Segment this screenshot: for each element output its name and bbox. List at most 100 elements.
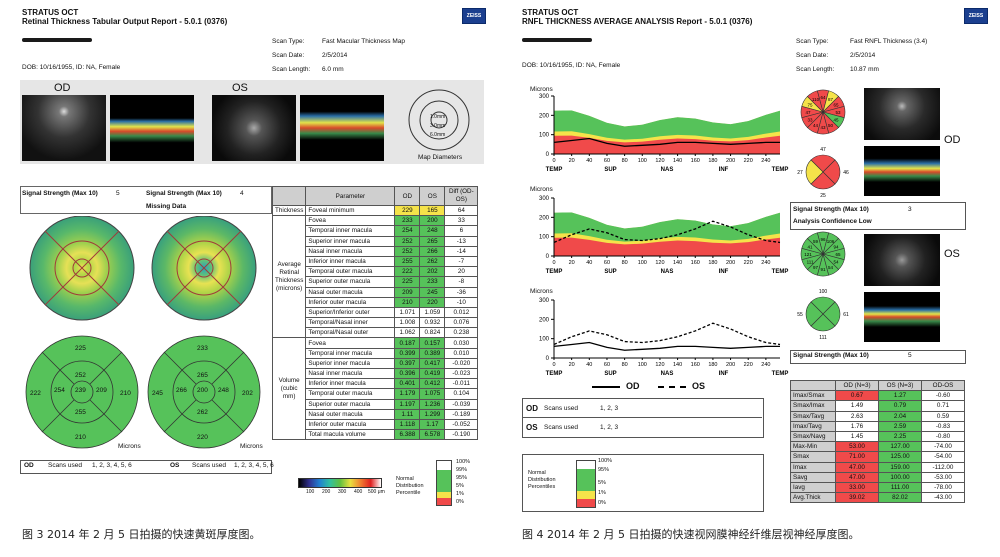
- os-cell: 1.17: [419, 418, 446, 431]
- od-clock-value: 110: [812, 97, 820, 102]
- scan-date-value: 2/5/2014: [322, 52, 348, 59]
- x-region-label: TEMP: [546, 269, 563, 275]
- diff-cell: -78.00: [921, 481, 965, 494]
- y-tick-label: 300: [539, 94, 550, 100]
- scan-length-value: 6.0 mm: [322, 66, 344, 73]
- x-tick-label: 100: [638, 362, 647, 368]
- param-cell: Savg: [790, 471, 836, 483]
- x-tick-label: 140: [673, 260, 682, 266]
- param-cell: Temporal/Nasal inner: [305, 317, 396, 329]
- y-tick-label: 0: [546, 152, 550, 158]
- param-cell: Imax/Smax: [790, 390, 836, 402]
- param-cell: Imax/Tavg: [790, 420, 836, 432]
- x-tick-label: 200: [726, 158, 735, 164]
- diff-cell: -0.011: [444, 378, 479, 390]
- scans-od-label: OD: [24, 462, 34, 469]
- scale-tick-300: 300: [338, 489, 347, 495]
- od-outer-inferior: 210: [75, 434, 86, 441]
- y-tick-label: 0: [546, 254, 550, 260]
- table-row: Thickness Foveal minimum 229 165 64: [271, 204, 479, 217]
- diff-cell: -14: [444, 245, 479, 257]
- x-tick-label: 180: [708, 158, 717, 164]
- os-cell: 159.00: [878, 461, 922, 473]
- x-tick-label: 220: [744, 260, 753, 266]
- od-cell: 252: [394, 235, 421, 247]
- os-clock-value: 94: [833, 245, 839, 250]
- r-pct-95: 95%: [598, 467, 610, 473]
- os-inner-inferior: 262: [197, 409, 208, 416]
- table-row: Avg.Thick 39.02 82.02 -43.00: [790, 492, 965, 504]
- od-cell: 39.02: [835, 492, 879, 504]
- x-region-label: INF: [719, 371, 729, 377]
- od-outer-temporal: 222: [30, 390, 41, 397]
- od-inner-superior: 252: [75, 372, 86, 379]
- od-cell: 6.388: [394, 429, 421, 441]
- diff-cell: -7: [444, 255, 479, 268]
- param-cell: Superior inner macula: [305, 235, 396, 247]
- chart1-microns: Microns: [530, 86, 553, 93]
- r-pct-100: 100%: [598, 458, 613, 464]
- x-region-label: SUP: [604, 167, 616, 173]
- od-inner-inferior: 255: [75, 409, 86, 416]
- od-inner-nasal: 209: [96, 387, 107, 394]
- table-row: Total macula volume 6.388 6.578 -0.190: [273, 429, 479, 441]
- od-quad-value: 25: [820, 193, 826, 199]
- param-cell: Superior outer macula: [305, 276, 396, 288]
- r-patient-dob: DOB: 10/16/1955, ID: NA, Female: [522, 62, 621, 69]
- x-tick-label: 20: [569, 362, 575, 368]
- param-cell: Smax: [790, 451, 836, 463]
- scale-tick-100: 100: [306, 489, 315, 495]
- diff-cell: -0.60: [921, 390, 965, 402]
- os-cell: 1.059: [419, 306, 446, 319]
- table-row: Imax/Tavg 1.76 2.59 -0.83: [790, 420, 965, 432]
- x-tick-label: 140: [673, 158, 682, 164]
- os-cell: 0.824: [419, 327, 446, 339]
- x-tick-label: 0: [552, 158, 555, 164]
- r-pct-5: 5%: [598, 480, 606, 486]
- od-clock-value: 45: [833, 117, 839, 122]
- diff-cell: 0.238: [444, 327, 479, 339]
- param-cell: Temporal outer macula: [305, 388, 396, 400]
- param-cell: Nasal outer macula: [305, 286, 396, 298]
- chart2-microns: Microns: [530, 186, 553, 193]
- od-cell: 1.179: [394, 388, 421, 400]
- param-cell: Inferior inner macula: [305, 255, 396, 268]
- od-cell: 0.401: [394, 378, 421, 390]
- os-clock-value: 111: [807, 259, 814, 264]
- r-scans-os-value: 1, 2, 3: [600, 424, 619, 431]
- redacted-name: [22, 38, 92, 42]
- series-line-od-0: [553, 137, 780, 147]
- r-signal-os-panel: [790, 350, 966, 364]
- os-outer-superior: 233: [197, 345, 208, 352]
- od-clock-value: 53: [835, 110, 841, 115]
- param-cell: Smax/Tavg: [790, 410, 836, 422]
- os-cell: 100.00: [878, 471, 922, 483]
- thickness-color-scale: [298, 478, 382, 488]
- od-inner-temporal: 254: [54, 387, 65, 394]
- x-tick-label: 220: [744, 158, 753, 164]
- os-quad-value: 100: [819, 289, 828, 295]
- x-tick-label: 40: [586, 260, 592, 266]
- param-cell: Superior outer macula: [305, 398, 396, 410]
- r-scan-type-value: Fast RNFL Thickness (3.4): [850, 38, 928, 45]
- table-row: Superior/Inferior outer 1.071 1.059 0.012: [273, 306, 479, 319]
- od-cell: 1.76: [835, 420, 879, 432]
- param-cell: Imax: [790, 461, 836, 473]
- os-cell: 0.412: [419, 378, 446, 390]
- thickness-table: Parameter OD OS Diff (OD-OS) Thickness Fo…: [271, 186, 479, 441]
- x-tick-label: 200: [726, 260, 735, 266]
- param-cell: Inferior outer macula: [305, 418, 396, 431]
- y-tick-label: 100: [539, 337, 550, 343]
- diff-cell: -53.00: [921, 471, 965, 483]
- table-row: Max-Min 53.00 127.00 -74.00: [790, 441, 965, 453]
- y-tick-label: 100: [539, 133, 550, 139]
- od-cell: 0.399: [394, 347, 421, 359]
- y-tick-label: 300: [539, 298, 550, 304]
- y-tick-label: 200: [539, 317, 550, 323]
- x-region-label: TEMP: [546, 371, 563, 377]
- right-brand: STRATUS OCT: [522, 8, 579, 17]
- diff-cell: -0.189: [444, 408, 479, 420]
- os-cell: 2.25: [878, 430, 922, 443]
- od-quad-value: 47: [820, 147, 826, 153]
- param-cell: Smax/Imax: [790, 400, 836, 412]
